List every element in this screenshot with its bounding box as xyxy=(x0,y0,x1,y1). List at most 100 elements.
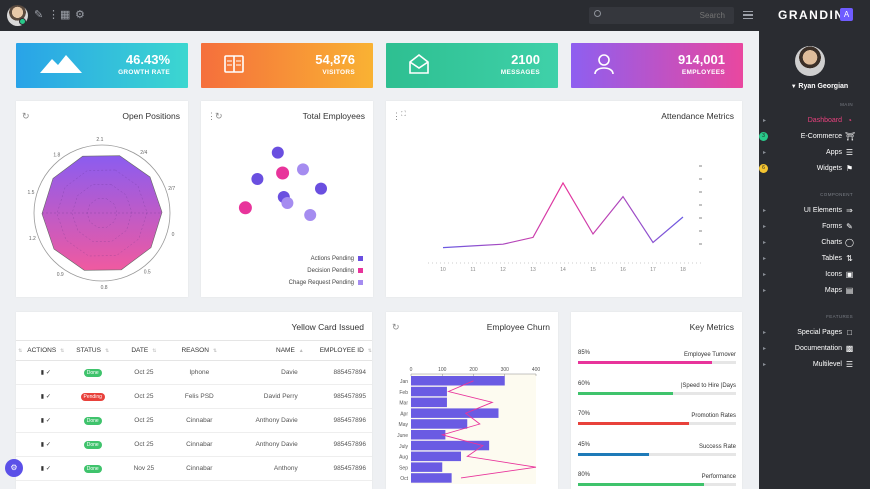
more-vertical-icon[interactable]: ⋮ xyxy=(392,111,401,121)
sidebar-item-icons[interactable]: ▸ Icons ▣ xyxy=(759,269,854,281)
sidebar-item-label: Apps xyxy=(826,149,842,156)
column-header[interactable]: REASON ⇅ xyxy=(169,340,230,361)
column-header-label: NAME xyxy=(276,347,295,354)
metric-label: Promotion Rates xyxy=(691,413,736,419)
refresh-icon[interactable]: ↻ xyxy=(22,111,30,121)
sidebar-item-ui-elements[interactable]: ▸ UI Elements ⇒ xyxy=(759,205,854,217)
progress-track xyxy=(578,361,736,364)
more-vertical-icon[interactable]: ⋮ xyxy=(207,111,216,121)
filter-icon: ☰ xyxy=(845,360,854,369)
stat-card-visitors: 54,876 VISITORS xyxy=(201,43,373,88)
card-title: Key Metrics xyxy=(689,322,734,332)
sidebar-item-label: Multilevel xyxy=(812,361,842,368)
legend-label: Chage Request Pending xyxy=(288,280,354,287)
delete-icon[interactable]: ▮ xyxy=(40,442,45,448)
x-tick-label: 13 xyxy=(530,267,536,273)
sidebar-item-apps[interactable]: ▸ Apps ☰ xyxy=(759,147,854,159)
progress-fill xyxy=(578,361,713,364)
edit-icon[interactable]: ✓ xyxy=(45,442,51,448)
sidebar-item-charts[interactable]: ▸ Charts ◯ xyxy=(759,237,854,249)
delete-icon[interactable]: ▮ xyxy=(40,394,45,400)
delete-icon[interactable]: ▮ xyxy=(40,370,45,376)
series-line xyxy=(442,181,684,249)
progress-fill xyxy=(578,483,705,486)
horizontal-bar-chart: 0 100 200 300 400 Jan Feb Mar Apr May June July Aug S… xyxy=(397,367,540,484)
series-line xyxy=(440,380,537,479)
column-header[interactable]: NAME ▲ xyxy=(229,340,304,361)
cell-date: Oct 25 xyxy=(118,384,170,409)
brand-name: GRANDIN xyxy=(778,8,845,22)
metric-label: Success Rate xyxy=(698,443,736,450)
edit-icon[interactable]: ✓ xyxy=(45,394,51,400)
delete-icon[interactable]: ▮ xyxy=(40,418,45,424)
scatter-point xyxy=(304,209,317,221)
cell-id: 985457896 xyxy=(303,408,372,433)
refresh-icon[interactable]: ↻ xyxy=(392,322,400,332)
attendance-metrics-card: ⋮ ⛶ Attendance Metrics 10 11 12 13 14 15 16 17 1… xyxy=(386,101,742,297)
sidebar-item-documentation[interactable]: ▸ Documentation ▩ xyxy=(759,343,854,355)
profile-avatar[interactable] xyxy=(795,46,825,76)
sidebar-item-special-pages[interactable]: ▸ Special Pages □ xyxy=(759,327,854,339)
scatter-point xyxy=(251,173,264,185)
radar-tick-label: 1.2 xyxy=(29,236,36,242)
cell-date: Oct 25 xyxy=(118,432,170,457)
gear-icon[interactable]: ⚙ xyxy=(75,9,85,21)
sidebar-item-multilevel[interactable]: ▸ Multilevel ☰ xyxy=(759,359,854,371)
sidebar-item-forms[interactable]: ▸ Forms ✎ xyxy=(759,221,854,233)
progress-track xyxy=(578,422,736,425)
user-icon xyxy=(593,53,615,80)
sidebar-item-e-commerce[interactable]: 3 E-Commerce ⛩ xyxy=(759,131,856,143)
settings-fab-button[interactable]: ⚙ xyxy=(5,459,23,477)
column-header[interactable]: ACTIONS ⇅ xyxy=(24,340,68,361)
sort-icon[interactable]: ⇅ xyxy=(16,340,25,361)
profile-name[interactable]: ▼ Ryan Georgian xyxy=(782,83,857,90)
doc-icon: ▩ xyxy=(845,344,854,353)
sidebar-item-maps[interactable]: ▸ Maps ▤ xyxy=(759,285,854,297)
cell-reason: Cinnabar xyxy=(169,432,230,457)
sidebar-item-widgets[interactable]: 6 Widgets ⚑ xyxy=(759,163,854,175)
column-header[interactable]: DATE ⇅ xyxy=(118,340,170,361)
sidebar-item-label: Widgets xyxy=(816,165,842,172)
search-box[interactable] xyxy=(589,7,734,24)
stat-value: 46.43% xyxy=(125,52,170,67)
expand-icon[interactable]: ⛶ xyxy=(401,111,406,118)
delete-icon[interactable]: ▮ xyxy=(40,466,45,472)
sidebar-item-tables[interactable]: ▸ Tables ⇅ xyxy=(759,253,854,265)
cell-id: 985457895 xyxy=(303,384,372,409)
refresh-icon[interactable]: ↻ xyxy=(215,111,223,121)
column-header-label: STATUS xyxy=(76,347,101,354)
radar-chart: 2/4 2/7 0 0.5 0.8 0.9 1.2 1.5 1.8 2.1 xyxy=(28,137,176,291)
y-tick-label: Mar xyxy=(399,401,408,407)
key-metric-row: 85% Employee Turnover xyxy=(578,350,736,366)
hamburger-menu-icon[interactable] xyxy=(743,11,753,19)
sidebar-item-label: Special Pages xyxy=(797,329,842,336)
edit-icon[interactable]: ✓ xyxy=(45,466,51,472)
card-title: Open Positions xyxy=(122,111,180,121)
basket-icon: ⛩ xyxy=(845,132,856,141)
open-positions-card: ↻ Open Positions 2/4 2/7 0 0.5 0.8 0.9 1.2 1.5 1… xyxy=(16,101,188,297)
radar-tick-label: 2.1 xyxy=(96,137,103,143)
x-tick-label: 11 xyxy=(470,267,475,273)
sidebar-item-label: Icons xyxy=(825,271,842,278)
x-tick-label: 100 xyxy=(438,367,447,373)
radar-tick-label: 0.8 xyxy=(101,285,108,291)
sidebar-item-dashboard[interactable]: ▸ Dashboard ◔ xyxy=(759,115,854,127)
scatter-point xyxy=(238,201,252,215)
line-chart: 10 11 12 13 14 15 16 17 18 xyxy=(428,165,703,273)
more-vertical-icon[interactable]: ⋮ xyxy=(48,9,59,21)
chat-icon[interactable]: ✎ xyxy=(34,9,44,21)
edit-icon[interactable]: ✓ xyxy=(45,418,51,424)
grid-icon[interactable]: ▦ xyxy=(60,9,71,21)
search-input[interactable] xyxy=(607,7,729,24)
legend-swatch xyxy=(358,280,363,285)
edit-icon[interactable]: ✓ xyxy=(45,370,51,376)
progress-track xyxy=(578,391,736,395)
legend-label: Decision Pending xyxy=(307,268,354,275)
y-tick-label: Sep xyxy=(399,465,408,471)
stat-label: GROWTH RATE xyxy=(118,69,170,76)
card-title: Attendance Metrics xyxy=(661,111,734,121)
column-header[interactable]: STATUS ⇅ xyxy=(67,340,119,361)
sidebar-item-label: Tables xyxy=(821,255,842,262)
radar-outer-ring xyxy=(33,144,171,282)
column-header[interactable]: EMPLOYEE ID ⇅ xyxy=(303,340,372,361)
